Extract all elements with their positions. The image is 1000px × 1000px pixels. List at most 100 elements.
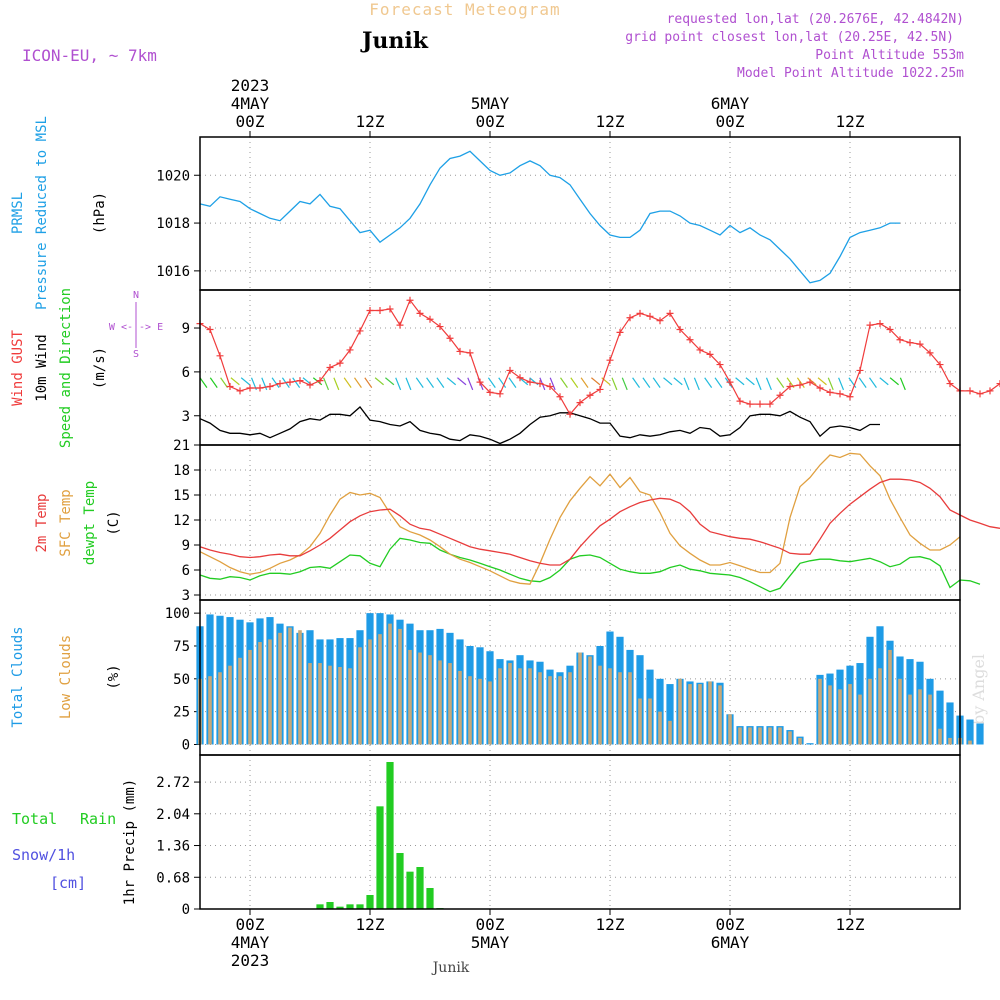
low-cloud-bar bbox=[658, 711, 662, 745]
low-cloud-bar bbox=[948, 737, 952, 745]
gust-marker bbox=[686, 336, 694, 344]
clouds-total-label: Total Clouds bbox=[10, 626, 26, 727]
y-tick-label: 12 bbox=[173, 513, 190, 529]
y-tick-label: 100 bbox=[165, 606, 190, 622]
rain-bar bbox=[336, 906, 344, 909]
low-cloud-bar bbox=[718, 685, 722, 745]
gust-marker bbox=[656, 317, 664, 325]
low-cloud-bar bbox=[488, 681, 492, 745]
low-cloud-bar bbox=[328, 665, 332, 745]
top-time-label: 12Z bbox=[836, 112, 865, 131]
rain-bar bbox=[376, 806, 384, 909]
panel-precipitation: 0 0.68 1.36 2.04 2.72 bbox=[156, 755, 960, 918]
wind-arrow bbox=[693, 377, 700, 391]
wind-arrow bbox=[632, 377, 641, 388]
dewpoint-line bbox=[199, 537, 981, 593]
low-cloud-bar bbox=[758, 727, 762, 745]
wind-arrow bbox=[549, 377, 556, 391]
low-cloud-bar bbox=[288, 627, 292, 745]
gust-marker bbox=[446, 334, 454, 342]
gust-marker bbox=[506, 366, 514, 374]
low-cloud-bar bbox=[788, 731, 792, 745]
bottom-time-label: 00Z bbox=[476, 915, 505, 934]
gust-marker bbox=[696, 346, 704, 354]
y-tick-label: 6 bbox=[182, 563, 190, 579]
pressure-unit: (hPa) bbox=[92, 192, 108, 234]
wind-arrow bbox=[735, 377, 745, 386]
low-cloud-bar bbox=[548, 676, 552, 745]
gust-marker bbox=[596, 385, 604, 393]
wind-arrow bbox=[580, 377, 589, 388]
top-time-label: 00Z bbox=[716, 112, 745, 131]
y-tick-label: 9 bbox=[182, 321, 190, 337]
wind-arrow bbox=[292, 377, 301, 388]
low-cloud-bar bbox=[618, 672, 622, 745]
gust-marker bbox=[966, 387, 974, 395]
precip-rain-label: Rain bbox=[80, 810, 116, 828]
low-cloud-bar bbox=[748, 727, 752, 745]
low-cloud-bar bbox=[378, 634, 382, 745]
panel-wind: 3 6 9 bbox=[182, 290, 1000, 445]
wind-arrow bbox=[374, 377, 384, 386]
gust-marker bbox=[526, 378, 534, 386]
low-cloud-bar bbox=[938, 728, 942, 745]
low-cloud-bar bbox=[428, 655, 432, 745]
wind-arrow bbox=[199, 377, 208, 388]
gust-marker bbox=[416, 309, 424, 317]
rain-bar bbox=[386, 762, 394, 909]
low-cloud-bar bbox=[208, 676, 212, 745]
low-cloud-bar bbox=[708, 681, 712, 745]
location-title: Junik bbox=[360, 28, 429, 54]
pressure-label-reduced: Pressure Reduced to MSL bbox=[34, 116, 50, 310]
low-cloud-bar bbox=[558, 676, 562, 745]
gust-marker bbox=[836, 390, 844, 398]
gust-marker bbox=[946, 380, 954, 388]
gust-marker bbox=[916, 340, 924, 348]
bottom-time-label: 00Z bbox=[236, 915, 265, 934]
low-cloud-bar bbox=[388, 623, 392, 745]
y-tick-label: 1018 bbox=[156, 216, 190, 232]
gust-marker bbox=[626, 314, 634, 322]
top-time-label: 00Z bbox=[236, 112, 265, 131]
gust-marker bbox=[676, 325, 684, 333]
low-cloud-bar bbox=[698, 684, 702, 745]
gust-marker bbox=[926, 349, 934, 357]
gust-marker bbox=[336, 359, 344, 367]
y-tick-label: 2.04 bbox=[156, 807, 190, 823]
low-cloud-bar bbox=[238, 657, 242, 745]
gust-marker bbox=[636, 309, 644, 317]
y-tick-label: 25 bbox=[173, 705, 190, 721]
gust-marker bbox=[356, 327, 364, 335]
wind-arrow bbox=[560, 377, 568, 388]
gust-marker bbox=[316, 377, 324, 385]
low-cloud-bar bbox=[478, 678, 482, 745]
gust-marker bbox=[786, 383, 794, 391]
panel-frame bbox=[199, 136, 961, 291]
wind-arrow bbox=[673, 377, 683, 386]
gust-marker bbox=[776, 391, 784, 399]
low-cloud-bar bbox=[258, 642, 262, 745]
low-cloud-bar bbox=[778, 727, 782, 745]
gust-marker bbox=[346, 346, 354, 354]
wind-arrow bbox=[364, 377, 373, 388]
panel-temperature: 3 6 9 12 15 18 21 bbox=[173, 438, 1000, 604]
gust-marker bbox=[296, 377, 304, 385]
y-tick-label: 1.36 bbox=[156, 839, 190, 855]
low-cloud-bar bbox=[278, 632, 282, 745]
y-tick-label: 2.72 bbox=[156, 775, 190, 791]
wind-arrow bbox=[879, 377, 889, 386]
gust-marker bbox=[746, 400, 754, 408]
gust-marker bbox=[576, 399, 584, 407]
sfc-temp-line bbox=[199, 452, 961, 585]
wind-arrow bbox=[271, 377, 280, 388]
total-cloud-bar bbox=[666, 684, 674, 745]
meteogram-title: Forecast Meteogram bbox=[369, 0, 560, 19]
low-cloud-bar bbox=[438, 660, 442, 745]
wind-10m-label: 10m Wind bbox=[34, 334, 50, 401]
gust-marker bbox=[256, 384, 264, 392]
bottom-time-label: 2023 bbox=[231, 951, 270, 970]
footer-location: Junik bbox=[431, 960, 470, 976]
wind-arrow bbox=[323, 377, 330, 391]
low-cloud-bar bbox=[248, 649, 252, 745]
model-label: ICON-EU, ~ 7km bbox=[22, 46, 157, 65]
